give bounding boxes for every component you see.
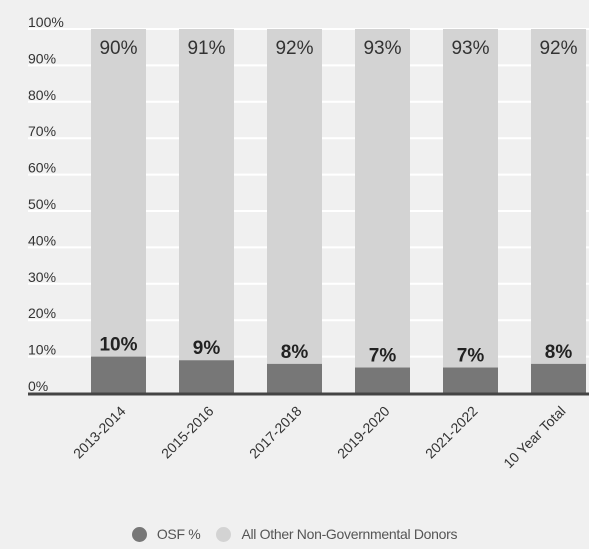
bar-segment-osf [91,356,146,393]
y-tick-label: 0% [28,378,48,394]
data-label-osf: 8% [281,342,309,363]
x-tick-label: 2019-2020 [334,403,393,462]
x-tick-label: 10 Year Total [500,403,568,471]
bar-segment-other-donors [91,29,146,357]
bar-segment-osf [531,363,586,393]
bar-segment-osf [179,360,234,393]
x-tick-label: 2017-2018 [246,403,305,462]
x-tick-label: 2021-2022 [422,403,481,462]
data-label-other-donors: 92% [539,38,577,59]
data-label-other-donors: 93% [451,38,489,59]
legend-label-osf: OSF % [156,526,201,542]
data-label-osf: 7% [369,346,397,367]
data-label-other-donors: 90% [99,38,137,59]
data-label-osf: 10% [99,335,137,356]
y-tick-label: 70% [28,123,56,139]
y-tick-label: 50% [28,196,56,212]
x-tick-label: 2015-2016 [158,403,217,462]
y-tick-label: 100% [28,14,64,30]
y-tick-label: 30% [28,269,56,285]
data-label-other-donors: 92% [275,38,313,59]
y-tick-label: 60% [28,160,56,176]
bar-segment-osf [443,367,498,393]
data-label-osf: 8% [545,342,573,363]
y-tick-label: 40% [28,232,56,248]
bar-segment-other-donors [179,29,234,361]
data-label-osf: 7% [457,346,485,367]
bar-segment-other-donors [267,29,322,364]
legend-swatch-osf [131,526,147,542]
data-label-osf: 9% [193,338,221,359]
chart-legend: OSF % All Other Non-Governmental Donors [0,524,589,544]
x-tick-label: 2013-2014 [70,403,129,462]
data-label-other-donors: 93% [363,38,401,59]
bar-segment-osf [267,363,322,393]
legend-label-other-donors: All Other Non-Governmental Donors [241,526,458,542]
y-tick-label: 80% [28,87,56,103]
y-tick-label: 20% [28,305,56,321]
bar-segment-other-donors [355,29,410,368]
legend-item-other-donors[interactable]: All Other Non-Governmental Donors [216,526,457,542]
y-tick-label: 10% [28,342,56,358]
legend-item-osf[interactable]: OSF % [131,526,201,542]
bar-segment-osf [355,367,410,393]
bar-segment-other-donors [443,29,498,368]
bar-segment-other-donors [531,29,586,364]
legend-swatch-other-donors [216,526,232,542]
data-label-other-donors: 91% [187,38,225,59]
y-tick-label: 90% [28,50,56,66]
